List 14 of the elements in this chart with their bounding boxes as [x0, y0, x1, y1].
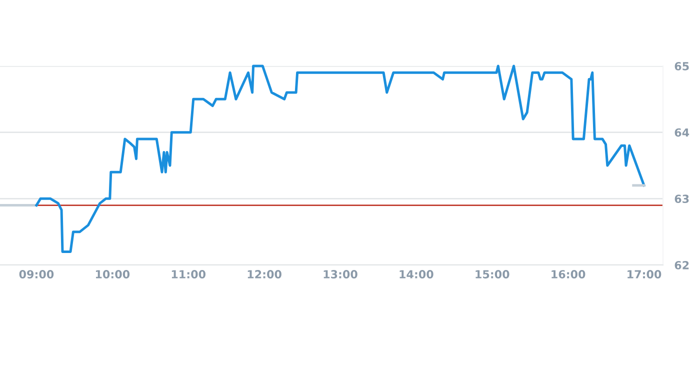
y-tick-label: 64 [674, 128, 690, 137]
x-tick-label: 12:00 [248, 270, 282, 278]
x-tick-label: 13:00 [324, 270, 358, 278]
x-tick-label: 09:00 [19, 270, 54, 278]
x-tick-label: 17:00 [628, 270, 662, 278]
y-tick-label: 65 [674, 62, 689, 70]
x-tick-label: 14:00 [400, 270, 434, 278]
y-tick-label: 63 [674, 194, 689, 204]
x-tick-label: 11:00 [172, 270, 206, 278]
line-series [35, 64, 646, 253]
y-tick-label: 62 [674, 260, 689, 270]
x-tick-label: 16:00 [552, 270, 586, 278]
x-tick-label: 10:00 [96, 270, 130, 278]
x-tick-label: 15:00 [476, 270, 510, 278]
